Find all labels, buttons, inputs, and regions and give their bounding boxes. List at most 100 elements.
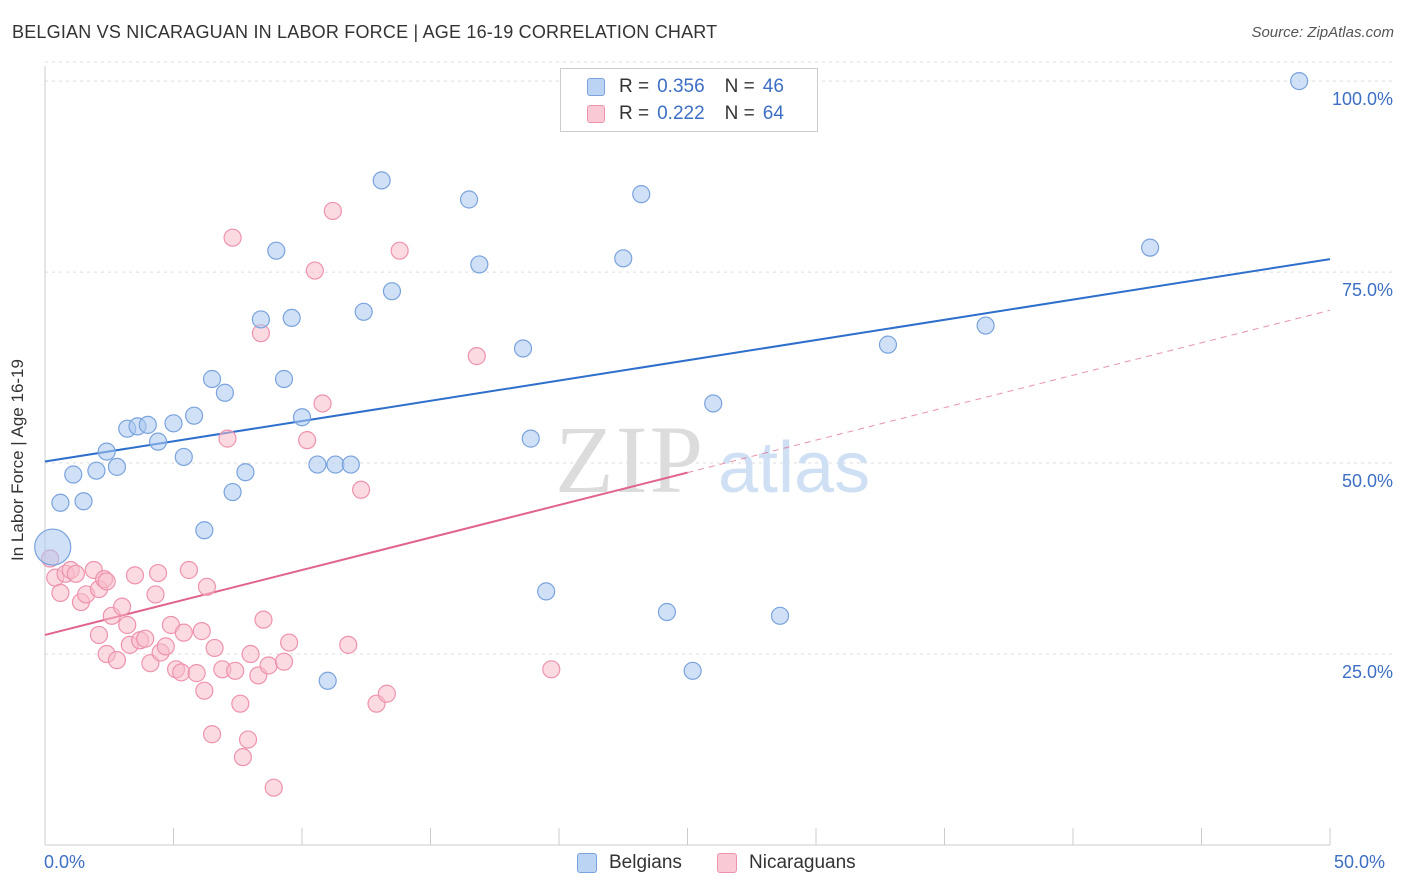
nicaraguan-point xyxy=(51,583,70,603)
belgian-point xyxy=(657,602,677,622)
belgian-point xyxy=(174,447,193,467)
trend-line-nicaraguans xyxy=(44,471,688,636)
nicaraguan-point xyxy=(323,201,342,221)
nicaraguan-point xyxy=(339,635,358,654)
stats-row-nicaraguans: R = 0.222 N = 64 xyxy=(587,102,784,126)
belgians-n-value: 46 xyxy=(762,76,784,97)
belgian-point xyxy=(704,394,723,413)
nicaraguan-point xyxy=(179,560,199,580)
stats-legend: R = 0.356 N = 46 R = 0.222 N = 64 xyxy=(560,68,818,132)
nicaraguan-point xyxy=(202,725,222,744)
nicaraguan-point xyxy=(264,778,283,797)
belgian-point xyxy=(683,661,702,680)
belgian-point xyxy=(372,171,391,190)
trend-extension-nicaraguans xyxy=(687,309,1331,474)
nicaraguan-point xyxy=(226,661,245,680)
nicaraguan-point xyxy=(156,637,175,656)
belgian-point xyxy=(382,282,402,301)
legend-item-belgians[interactable]: Belgians xyxy=(577,852,682,874)
nicaraguan-point xyxy=(274,652,294,671)
belgian-point xyxy=(282,308,301,328)
x-tick-min-label: 0.0% xyxy=(44,852,86,872)
axes xyxy=(44,66,1331,846)
nicaraguan-points xyxy=(41,201,561,797)
nicaraguan-point xyxy=(172,663,191,682)
belgian-point xyxy=(632,185,651,204)
belgian-point xyxy=(326,455,345,474)
series-legend: Belgians Nicaraguans xyxy=(0,852,1406,878)
trend-line-belgians xyxy=(44,258,1331,463)
watermark-zip: ZIP xyxy=(555,406,705,513)
nicaraguans-swatch xyxy=(587,105,605,123)
belgian-point xyxy=(87,461,106,480)
watermark: ZIP atlas xyxy=(555,406,870,513)
belgian-point xyxy=(107,457,127,476)
source-label: Source: ZipAtlas.com xyxy=(1251,24,1394,41)
belgians-swatch xyxy=(587,78,605,96)
nicaraguan-point xyxy=(259,656,278,675)
watermark-atlas: atlas xyxy=(718,428,870,508)
legend-swatch-nicaraguans xyxy=(717,853,737,873)
nicaraguan-point xyxy=(89,625,109,645)
nicaraguan-point xyxy=(146,585,165,604)
belgian-point xyxy=(148,432,168,451)
nicaraguan-point xyxy=(352,480,371,499)
nicaraguan-point xyxy=(136,629,155,648)
belgian-point xyxy=(34,528,72,566)
x-tick-max-label: 50.0% xyxy=(1334,852,1386,872)
nicaraguan-point xyxy=(280,633,299,652)
belgian-point xyxy=(251,310,270,329)
grid-lines xyxy=(45,61,1395,655)
nicaraguan-point xyxy=(305,261,324,280)
belgian-point xyxy=(513,339,533,358)
nicaraguan-point xyxy=(66,564,85,583)
belgian-point xyxy=(1140,238,1160,257)
belgian-point xyxy=(202,369,222,389)
legend-item-nicaraguans[interactable]: Nicaraguans xyxy=(717,852,856,874)
nicaraguan-point xyxy=(174,623,193,642)
belgian-point xyxy=(223,482,242,502)
belgian-point xyxy=(64,465,83,484)
nicaraguan-point xyxy=(125,566,145,585)
nicaraguan-point xyxy=(107,651,127,670)
nicaraguan-point xyxy=(112,597,132,616)
belgian-point xyxy=(770,606,790,625)
belgian-point xyxy=(470,255,489,274)
nicaraguan-point xyxy=(542,660,561,679)
belgian-point xyxy=(97,442,116,461)
belgian-point xyxy=(215,383,234,402)
belgian-point xyxy=(459,190,479,209)
nicaraguan-point xyxy=(390,241,409,260)
belgian-point xyxy=(195,521,214,540)
trend-lines xyxy=(44,258,1331,636)
legend-swatch-belgians xyxy=(577,853,597,873)
nicaraguans-r-value: 0.222 xyxy=(657,103,705,124)
belgian-point xyxy=(976,316,995,335)
belgian-point xyxy=(236,463,255,482)
belgian-point xyxy=(318,671,337,690)
nicaraguan-point xyxy=(118,615,137,635)
nicaraguan-point xyxy=(467,347,486,366)
y-tick-label: 75.0% xyxy=(1342,280,1393,300)
nicaraguan-point xyxy=(205,638,224,658)
nicaraguan-point xyxy=(377,684,396,703)
belgians-r-value: 0.356 xyxy=(657,76,705,97)
y-tick-label: 25.0% xyxy=(1342,662,1393,682)
belgian-point xyxy=(1290,71,1309,91)
chart-title: BELGIAN VS NICARAGUAN IN LABOR FORCE | A… xyxy=(12,22,718,42)
belgian-point xyxy=(341,455,360,474)
nicaraguan-point xyxy=(231,694,250,713)
belgian-point xyxy=(164,414,183,433)
nicaraguan-point xyxy=(97,572,116,591)
nicaraguan-point xyxy=(187,664,206,683)
belgian-point xyxy=(184,406,204,425)
belgian-point xyxy=(267,241,286,260)
nicaraguan-point xyxy=(298,431,317,450)
nicaraguan-point xyxy=(313,394,332,413)
belgian-points xyxy=(34,71,1309,690)
belgian-point xyxy=(878,335,898,354)
nicaraguan-point xyxy=(148,563,168,583)
nicaraguan-point xyxy=(254,610,273,629)
nicaraguan-point xyxy=(223,228,242,247)
